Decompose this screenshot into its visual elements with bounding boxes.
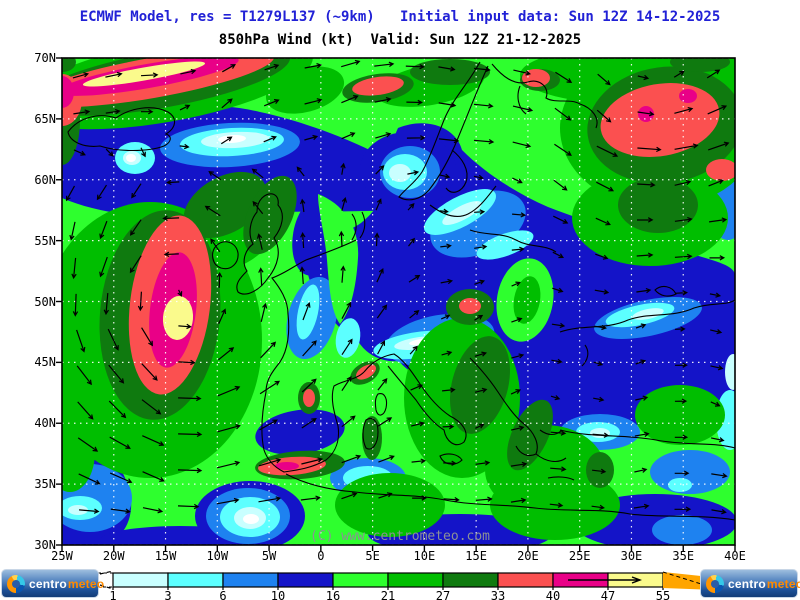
lon-label-25E: 25E	[568, 549, 591, 563]
lat-label-70N: 70N	[34, 51, 56, 65]
lon-label-15W: 15W	[154, 549, 177, 563]
legend-tick-10: 10	[271, 589, 285, 600]
lon-label-20W: 20W	[102, 549, 125, 563]
lat-label-65N: 65N	[34, 111, 56, 126]
legend-box-21-27	[387, 572, 444, 588]
lat-label-55N: 55N	[34, 233, 56, 248]
lon-label-20E: 20E	[517, 549, 539, 563]
legend-box-27-33	[442, 572, 499, 588]
centrometeo-logo-right: centro meteo	[700, 569, 800, 598]
legend-tick-16: 16	[326, 589, 340, 600]
legend-box-1-3	[112, 572, 169, 588]
lon-label-40E: 40E	[724, 549, 746, 563]
lon-label-30E: 30E	[620, 549, 643, 563]
centrometeo-swirl-icon	[706, 574, 724, 593]
legend-tick-27: 27	[436, 589, 450, 600]
copyright-watermark: (C) www.centrometeo.com	[310, 529, 490, 544]
lat-label-30N: 30N	[34, 538, 56, 552]
legend-box-3-6	[167, 572, 224, 588]
centrometeo-logo-left: centro meteo	[1, 569, 104, 598]
legend-tick-1: 1	[109, 589, 116, 600]
legend-box-10-16	[277, 572, 334, 588]
legend-tick-6: 6	[219, 589, 226, 600]
lon-label-25W: 25W	[51, 549, 73, 563]
axis-ticks	[56, 57, 736, 551]
legend-tick-47: 47	[601, 589, 615, 600]
lon-label-0: 0	[317, 549, 325, 563]
chart-subtitle: 850hPa Wind (kt) Valid: Sun 12Z 21-12-20…	[218, 32, 582, 48]
lat-label-45N: 45N	[34, 355, 56, 370]
centrometeo-swirl-icon	[7, 574, 25, 593]
lon-label-5W: 5W	[261, 549, 277, 563]
lat-label-35N: 35N	[34, 477, 56, 492]
legend-tick-33: 33	[491, 589, 505, 600]
legend-box-33-40	[497, 572, 554, 588]
legend-box-16-21	[332, 572, 389, 588]
lat-label-40N: 40N	[34, 416, 56, 431]
lon-label-15E: 15E	[465, 549, 487, 563]
lon-label-10E: 10E	[413, 549, 436, 563]
legend-tick-40: 40	[546, 589, 560, 600]
wind-arrows	[66, 59, 730, 515]
legend-tick-21: 21	[381, 589, 395, 600]
coastlines	[67, 61, 735, 521]
lon-label-10W: 10W	[206, 549, 229, 563]
logo-text-centro: centro	[29, 576, 67, 591]
logo-text-meteo: meteo	[766, 576, 800, 591]
lon-label-35E: 35E	[672, 549, 695, 563]
model-run-title: ECMWF Model, res = T1279L137 (~9km) Init…	[79, 9, 721, 25]
legend-tick-55: 55	[656, 589, 670, 600]
logo-text-meteo: meteo	[67, 576, 105, 591]
logo-text-centro: centro	[728, 576, 766, 591]
lat-label-60N: 60N	[34, 172, 56, 187]
legend-tick-3: 3	[164, 589, 171, 600]
lat-label-50N: 50N	[34, 294, 56, 309]
lon-label-5E: 5E	[365, 549, 380, 563]
legend-box-6-10	[222, 572, 279, 588]
